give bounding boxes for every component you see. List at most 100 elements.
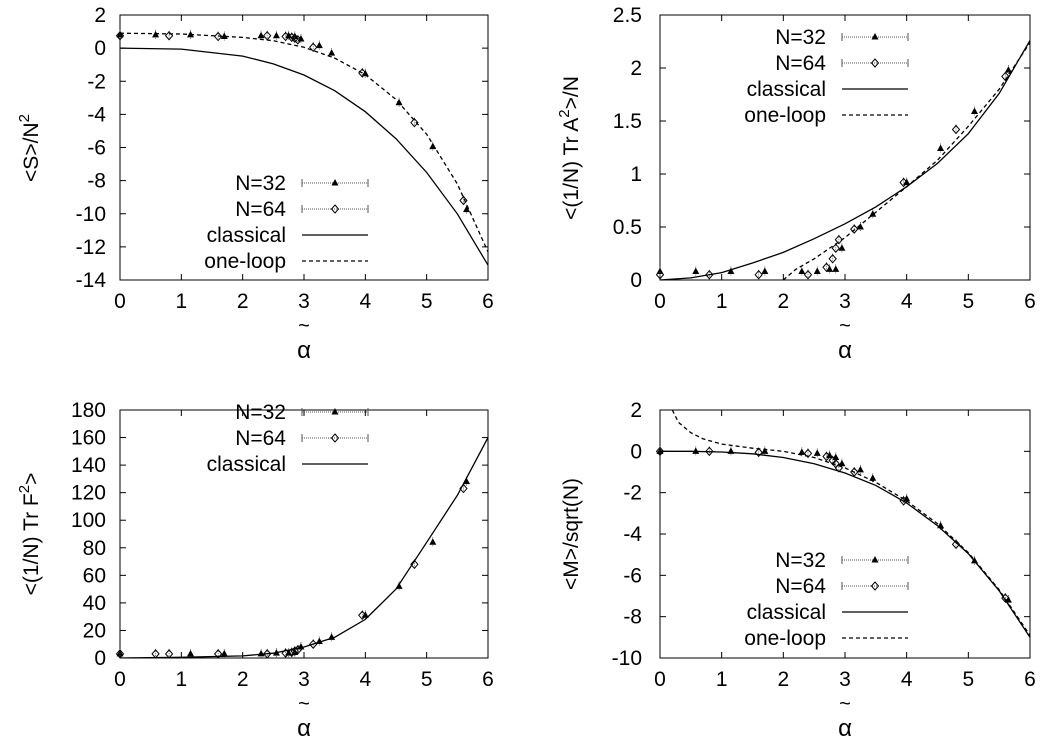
y-axis-label: <S>/N2 [16, 114, 43, 182]
data-point-N=64 [459, 195, 468, 206]
y-tick-label: 20 [83, 619, 106, 642]
x-axis-label-accent: ~ [298, 315, 310, 337]
chart-panel-4: 0 1 2 3 4 5 6 2 0 -2 -4 -6 -8 -10 ~α <M>/sqrt(N) N=32 N=6… [560, 399, 1036, 742]
y-axis-label-superscript: 2 [556, 109, 573, 117]
y-tick-label: -10 [612, 647, 642, 670]
x-axis-label-accent: ~ [298, 693, 310, 715]
chart-panel-1: 0 1 2 3 4 5 620-2-4-6-8-10-12-14~α<S>/N2N=32N=… [16, 4, 494, 364]
x-tick-label: 5 [421, 290, 433, 313]
x-tick-label: 6 [482, 290, 494, 313]
data-point-N=64 [213, 649, 223, 659]
data-point-N=32 [220, 649, 228, 657]
x-axis-label: α [297, 715, 311, 742]
y-tick-label: 100 [71, 509, 106, 532]
x-tick-label: 5 [421, 668, 433, 691]
y-tick-label: 2 [94, 4, 106, 27]
data-point-N=64 [410, 117, 419, 128]
y-tick-label: 2.5 [613, 4, 642, 27]
y-tick-label: -4 [87, 103, 106, 126]
x-tick-label: 4 [901, 290, 913, 313]
data-point-N=32 [220, 32, 228, 40]
data-point-N=64 [803, 448, 813, 459]
data-point-N=64 [287, 32, 296, 43]
data-point-N=64 [213, 31, 223, 42]
y-tick-label: -6 [87, 137, 106, 160]
legend-label: N=32 [775, 549, 826, 572]
x-axis-label-accent: ~ [839, 315, 851, 337]
data-point-N=64 [410, 559, 419, 570]
data-point-N=32 [856, 465, 864, 473]
y-tick-label: -14 [76, 269, 107, 292]
data-point-N=64 [115, 30, 125, 41]
x-tick-label: 3 [298, 290, 310, 313]
legend-marker [330, 433, 340, 443]
legend-marker [870, 58, 880, 68]
series-line-one-loop [782, 42, 1030, 280]
data-point-N=32 [692, 267, 700, 275]
data-point-N=64 [951, 124, 961, 135]
legend-marker [331, 408, 339, 415]
y-tick-label: 140 [71, 454, 106, 477]
x-axis-label: α [838, 337, 852, 364]
x-tick-label: 4 [359, 668, 371, 691]
y-tick-label: 2 [630, 399, 642, 422]
data-point-N=32 [297, 35, 305, 42]
legend-label: classical [207, 453, 286, 476]
data-point-N=32 [838, 459, 846, 467]
series-line-classical [660, 450, 1030, 638]
legend-marker [871, 556, 879, 563]
data-point-N=32 [838, 244, 846, 251]
data-point-N=64 [309, 42, 318, 53]
data-point-N=64 [655, 446, 665, 457]
chart-panel-3: 0 1 2 3 4 5 6020406080100120140160180~α<(1/N) … [16, 399, 494, 742]
y-tick-label: -10 [76, 203, 106, 226]
x-axis-label: α [838, 715, 852, 742]
y-axis-label: <(1/N) Tr F2> [16, 473, 43, 596]
x-tick-label: 0 [654, 668, 666, 691]
x-tick-label: 3 [298, 668, 310, 691]
y-tick-label: -2 [87, 70, 106, 93]
x-tick-label: 5 [962, 668, 974, 691]
data-point-N=64 [899, 177, 908, 188]
y-tick-label: 40 [83, 592, 106, 615]
x-tick-label: 0 [114, 668, 126, 691]
y-tick-label: 0 [94, 647, 106, 670]
x-tick-label: 1 [716, 290, 728, 313]
x-tick-label: 0 [114, 290, 126, 313]
x-tick-label: 3 [839, 290, 851, 313]
y-tick-label: 0 [630, 269, 642, 292]
data-point-N=32 [903, 494, 911, 502]
data-point-N=32 [761, 267, 769, 275]
data-point-N=64 [831, 243, 840, 253]
data-point-N=32 [869, 210, 877, 217]
data-point-N=32 [826, 451, 834, 458]
x-tick-label: 1 [175, 290, 187, 313]
data-point-N=64 [1001, 71, 1010, 82]
legend-label: one-loop [204, 250, 286, 273]
y-axis-label-superscript: 2 [16, 114, 33, 122]
data-point-N=64 [287, 647, 296, 658]
data-point-N=32 [315, 41, 323, 49]
y-tick-label: 120 [71, 482, 106, 505]
data-point-N=32 [727, 267, 735, 275]
y-tick-label: -12 [76, 236, 106, 259]
data-point-N=32 [257, 649, 265, 657]
x-axis-label-accent: ~ [839, 693, 851, 715]
data-point-N=64 [655, 269, 665, 280]
y-tick-label: -2 [623, 482, 642, 505]
y-tick-label: -8 [87, 170, 106, 193]
data-point-N=32 [285, 31, 293, 39]
legend-label: one-loop [744, 104, 826, 127]
legend-label: N=64 [775, 575, 826, 598]
y-axis-label-text: <S>/N [20, 122, 43, 182]
data-point-N=64 [850, 224, 859, 234]
x-axis-label: α [297, 337, 311, 364]
data-point-N=32 [692, 447, 700, 454]
x-tick-label: 3 [839, 668, 851, 691]
x-tick-label: 2 [237, 290, 249, 313]
data-point-N=32 [761, 447, 769, 454]
y-tick-label: -8 [623, 606, 642, 629]
x-tick-label: 4 [901, 668, 913, 691]
x-tick-label: 6 [1024, 668, 1036, 691]
